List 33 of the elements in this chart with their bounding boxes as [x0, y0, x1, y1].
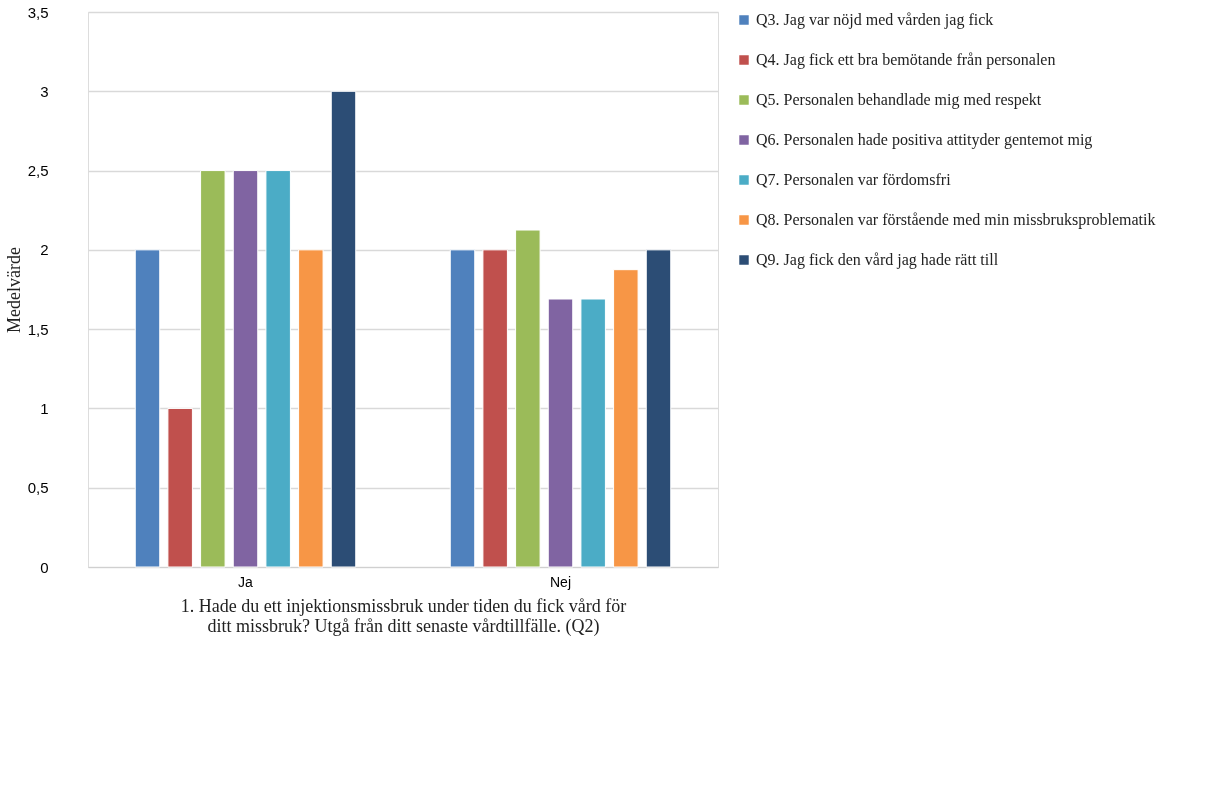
legend-label: Q4. Jag fick ett bra bemötande från personalen	[756, 51, 1056, 69]
bar	[645, 249, 672, 568]
bar	[482, 249, 508, 568]
x-tick-label: Nej	[549, 573, 572, 590]
y-tick-label: 3,5	[27, 3, 49, 21]
y-tick-label: 2,5	[27, 162, 49, 180]
y-tick-label: 1	[40, 399, 49, 417]
bar	[449, 249, 476, 568]
y-tick-label: 0,5	[27, 479, 49, 497]
y-axis-title: Medelvärde	[3, 247, 24, 333]
x-axis-title: 1. Hade du ett injektionsmissbruk under tiden du fick vård för ditt missbruk? Utgå från ditt senaste vårdtillfälle. (Q2)	[180, 595, 627, 637]
bar	[232, 170, 259, 568]
legend-label: Q8. Personalen var förstående med min missbruksproblematik	[756, 211, 1156, 229]
bar	[134, 249, 161, 568]
legend-label: Q5. Personalen behandlade mig med respekt	[756, 91, 1042, 109]
legend-label: Q7. Personalen var fördomsfri	[756, 171, 952, 188]
legend-label: Q3. Jag var nöjd med vården jag fick	[756, 11, 994, 29]
bar	[298, 249, 324, 568]
x-tick-label: Ja	[238, 573, 254, 590]
bar	[613, 269, 639, 568]
bar	[167, 407, 193, 568]
legend-label: Q9. Jag fick den vård jag hade rätt till	[756, 251, 999, 269]
y-tick-label: 0	[40, 558, 49, 576]
y-tick-label: 2	[40, 241, 49, 259]
legend-label: Q6. Personalen hade positiva attityder gentemot mig	[756, 131, 1093, 149]
bar	[330, 90, 357, 568]
bar	[547, 298, 574, 568]
bar	[200, 170, 226, 568]
y-tick-label: 1,5	[27, 320, 49, 338]
y-tick-label: 3	[40, 82, 49, 100]
bar	[580, 298, 606, 568]
bar	[265, 170, 291, 568]
bar	[515, 229, 541, 568]
